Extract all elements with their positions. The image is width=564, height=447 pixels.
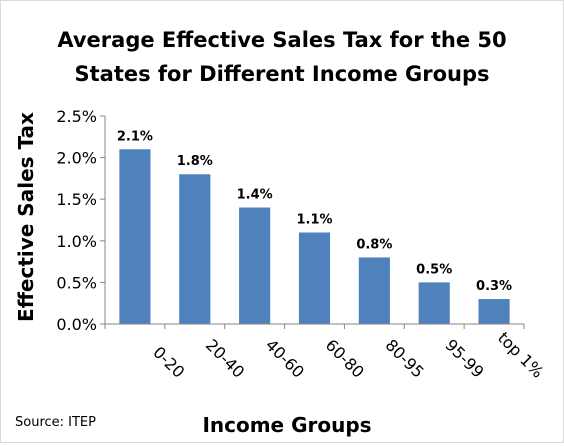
x-tick-label: 60-80 [322,335,368,381]
bar [358,257,390,324]
y-tick-label: 0.0% [56,315,97,334]
data-label: 0.8% [356,237,392,252]
x-tick-label: 95-99 [441,335,487,381]
y-tick-label: 1.5% [56,190,97,209]
x-tick-label: 0-20 [149,343,188,382]
x-tick-label: top 1% [494,328,548,382]
bar [418,282,450,324]
data-labels: 2.1% 1.8% 1.4% 1.1% 0.8% 0.5% 0.3% [117,129,512,294]
y-axis-ticks: 0.0% 0.5% 1.0% 1.5% 2.0% 2.5% [56,107,105,334]
chart-title-line-1: Average Effective Sales Tax for the 50 [57,28,506,52]
y-tick-label: 0.5% [56,273,97,292]
data-label: 2.1% [117,129,153,144]
source-note: Source: ITEP [15,415,96,430]
x-tick-label: 20-40 [202,335,248,381]
x-tick-label: 40-60 [262,335,308,381]
y-axis-title: Effective Sales Tax [14,112,38,322]
bar [119,149,151,324]
x-tick-label: 80-95 [382,335,428,381]
data-label: 1.4% [237,188,273,203]
bar [179,174,211,324]
data-label: 1.8% [177,154,213,169]
y-tick-label: 2.0% [56,149,97,168]
chart-title-line-2: States for Different Income Groups [74,62,489,86]
data-label: 1.1% [296,212,332,227]
x-axis-ticks: 0-20 20-40 40-60 60-80 80-95 95-99 top 1% [104,324,548,382]
bar [239,207,271,324]
data-label: 0.5% [416,262,452,277]
x-axis-title: Income Groups [202,413,371,437]
bar [478,299,510,324]
bars [119,149,510,324]
data-label: 0.3% [476,279,512,294]
y-tick-label: 2.5% [56,107,97,126]
y-tick-label: 1.0% [56,232,97,251]
bar [298,232,331,324]
